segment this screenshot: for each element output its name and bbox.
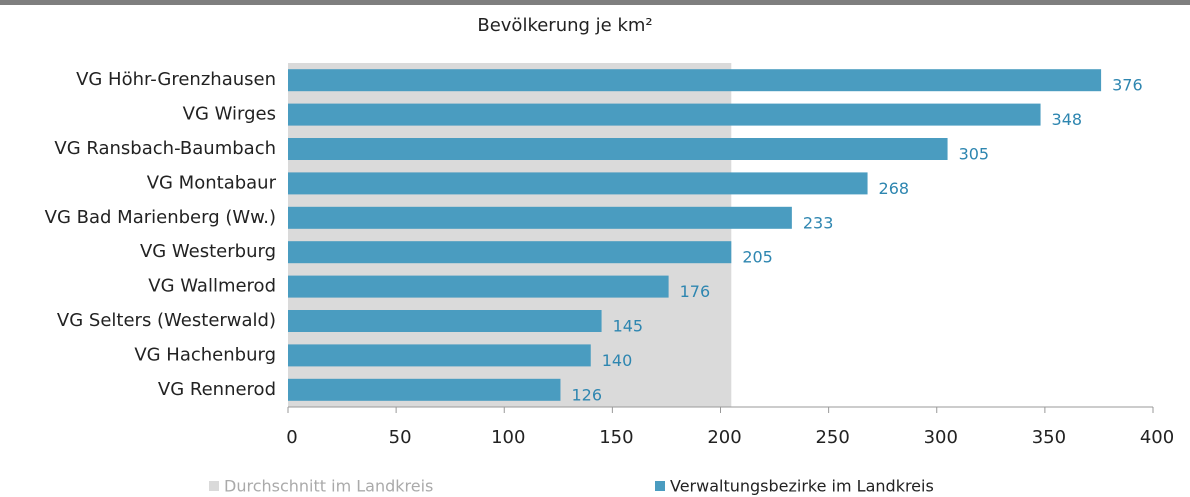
legend-swatch (655, 481, 665, 491)
bar (288, 69, 1102, 92)
category-label: VG Selters (Westerwald) (57, 310, 276, 331)
category-label: VG Rennerod (158, 379, 276, 400)
category-label: VG Höhr-Grenzhausen (76, 69, 276, 90)
bar (288, 206, 792, 229)
x-tick-label: 300 (924, 427, 958, 448)
category-label: VG Montabaur (147, 172, 277, 193)
category-label: VG Wallmerod (148, 276, 276, 297)
category-label: VG Wirges (183, 104, 276, 125)
bar (288, 378, 561, 401)
legend-swatch (209, 481, 219, 491)
value-label: 376 (1112, 76, 1143, 95)
category-label: VG Westerburg (140, 241, 276, 262)
x-tick-label: 200 (707, 427, 741, 448)
bar (288, 138, 948, 160)
category-label: VG Hachenburg (134, 344, 276, 365)
x-tick-label: 400 (1140, 427, 1174, 448)
value-label: 126 (571, 385, 602, 404)
category-label: VG Ransbach-Baumbach (54, 138, 276, 159)
x-tick-label: 150 (599, 427, 633, 448)
bar (288, 310, 602, 332)
value-label: 145 (613, 317, 644, 336)
legend-label: Verwaltungsbezirke im Landkreis (670, 477, 934, 496)
bar (288, 103, 1041, 126)
category-label: VG Bad Marienberg (Ww.) (45, 207, 276, 228)
chart-title: Bevölkerung je km² (477, 15, 652, 36)
bar (288, 241, 732, 264)
x-tick-label: 0 (286, 427, 297, 448)
x-tick-label: 50 (389, 427, 412, 448)
x-tick-label: 350 (1032, 427, 1066, 448)
value-label: 348 (1052, 110, 1083, 129)
value-label: 233 (803, 213, 834, 232)
value-label: 205 (742, 248, 773, 267)
top-band (0, 0, 1190, 5)
x-tick-label: 100 (491, 427, 525, 448)
bar (288, 344, 591, 367)
bar (288, 275, 669, 298)
legend-label: Durchschnitt im Landkreis (224, 477, 433, 496)
x-tick-label: 250 (815, 427, 849, 448)
value-label: 176 (680, 282, 711, 301)
bar (288, 172, 868, 195)
value-label: 305 (959, 145, 990, 164)
value-label: 268 (879, 179, 910, 198)
value-label: 140 (602, 351, 633, 370)
